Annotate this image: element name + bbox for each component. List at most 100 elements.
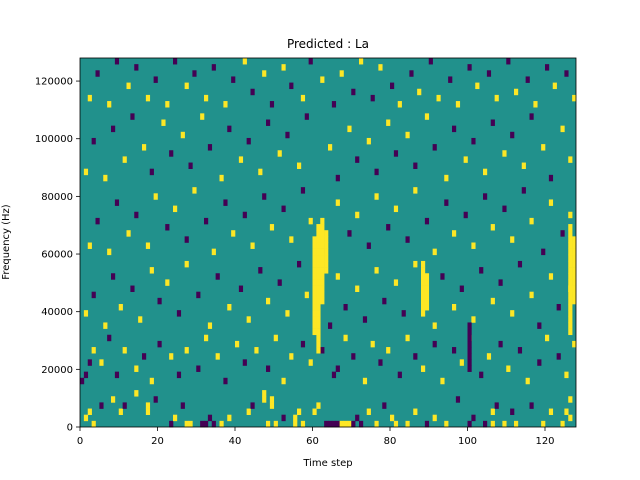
heatmap-cell	[273, 420, 278, 428]
heatmap-cell	[266, 119, 271, 126]
heatmap-cell	[393, 205, 399, 213]
heatmap-cell	[533, 101, 538, 108]
heatmap-band-cell	[568, 291, 573, 299]
heatmap-cell	[211, 248, 216, 256]
heatmap-cell	[289, 236, 294, 243]
heatmap-cell	[238, 156, 244, 163]
heatmap-cell	[502, 150, 507, 157]
heatmap-cell	[510, 131, 515, 139]
heatmap-cell	[564, 70, 569, 77]
heatmap-cell	[409, 70, 414, 77]
heatmap-band-cell	[320, 242, 325, 249]
heatmap-cell	[173, 58, 178, 65]
heatmap-cell	[339, 420, 344, 428]
heatmap-cell	[537, 322, 542, 329]
heatmap-cell	[87, 408, 92, 415]
heatmap-cell	[114, 58, 120, 65]
heatmap-cell	[207, 414, 213, 422]
heatmap-cell	[490, 297, 495, 305]
heatmap-cell	[335, 365, 340, 372]
heatmap-cell	[149, 377, 154, 385]
heatmap-cell	[471, 316, 476, 323]
heatmap-cell	[351, 353, 356, 360]
x-axis-label: Time step	[302, 458, 352, 469]
heatmap-cell	[250, 242, 255, 249]
heatmap-cell	[204, 420, 209, 428]
heatmap-cell	[328, 144, 333, 151]
heatmap-cell	[289, 82, 294, 90]
heatmap-cell	[498, 340, 503, 348]
heatmap-cell	[277, 150, 282, 157]
heatmap-cell	[219, 420, 224, 428]
heatmap-band-cell	[316, 248, 321, 256]
heatmap-band-cell	[312, 304, 317, 311]
heatmap-cell	[289, 353, 294, 360]
heatmap-cell	[521, 162, 526, 169]
heatmap-cell	[126, 230, 131, 237]
heatmap-cell	[111, 125, 116, 133]
heatmap-cell	[424, 217, 430, 225]
heatmap-cell	[548, 408, 554, 415]
heatmap-cell	[107, 334, 112, 342]
heatmap-cell	[378, 359, 383, 366]
heatmap-cell	[479, 371, 484, 379]
heatmap-cell	[463, 211, 468, 219]
heatmap-cell	[572, 94, 577, 102]
heatmap-band-cell	[572, 279, 577, 286]
heatmap-cell	[134, 64, 139, 71]
heatmap-cell	[134, 365, 139, 372]
heatmap-cell	[215, 353, 220, 360]
heatmap-cell	[541, 248, 546, 256]
heatmap-band-cell	[424, 291, 430, 299]
heatmap-cell	[440, 377, 445, 385]
heatmap-cell	[173, 414, 178, 422]
heatmap-cell	[386, 224, 391, 231]
heatmap-cell	[246, 137, 251, 145]
x-tick-label: 80	[384, 436, 397, 447]
heatmap-cell	[269, 224, 275, 231]
heatmap-cell	[281, 414, 286, 422]
heatmap-band-cell	[572, 242, 577, 249]
heatmap-cell	[436, 94, 441, 102]
heatmap-band-cell	[316, 285, 321, 292]
heatmap-cell	[568, 211, 573, 219]
heatmap-cell	[149, 168, 154, 176]
heatmap-cell	[149, 267, 154, 274]
heatmap-cell	[312, 408, 317, 415]
heatmap-band-cell	[324, 254, 329, 262]
heatmap-band-cell	[316, 230, 321, 237]
y-tick-label: 120000	[35, 77, 73, 88]
heatmap-cell	[424, 420, 430, 428]
x-tick-label: 120	[535, 436, 554, 447]
heatmap-band-cell	[421, 285, 426, 292]
heatmap-cell	[297, 260, 302, 268]
y-tick-label: 80000	[41, 192, 73, 203]
heatmap-cell	[374, 193, 379, 200]
heatmap-band-cell	[312, 254, 317, 262]
heatmap-cell	[529, 217, 534, 225]
heatmap-cell	[184, 236, 189, 243]
heatmap-cell	[548, 199, 554, 206]
heatmap-band-cell	[568, 230, 573, 237]
heatmap-cell	[347, 125, 352, 133]
heatmap-band-cell	[312, 285, 317, 292]
heatmap-cell	[184, 260, 189, 268]
heatmap-cell	[366, 408, 371, 415]
heatmap-cell	[227, 414, 232, 422]
heatmap-band-cell	[324, 230, 329, 237]
heatmap-band-cell	[424, 279, 430, 286]
heatmap-band-cell	[467, 365, 472, 372]
heatmap-cell	[328, 420, 333, 428]
heatmap-band-cell	[324, 267, 329, 274]
heatmap-cell	[560, 230, 565, 237]
heatmap-band-cell	[320, 273, 325, 280]
heatmap-cell	[347, 230, 352, 237]
y-tick-label: 0	[67, 423, 73, 434]
heatmap-cell	[362, 377, 368, 385]
heatmap-cell	[297, 408, 302, 415]
plot-area	[80, 58, 577, 428]
heatmap-cell	[145, 402, 151, 409]
heatmap-cell	[297, 162, 302, 169]
heatmap-cell	[281, 64, 286, 71]
heatmap-band-cell	[312, 267, 317, 274]
